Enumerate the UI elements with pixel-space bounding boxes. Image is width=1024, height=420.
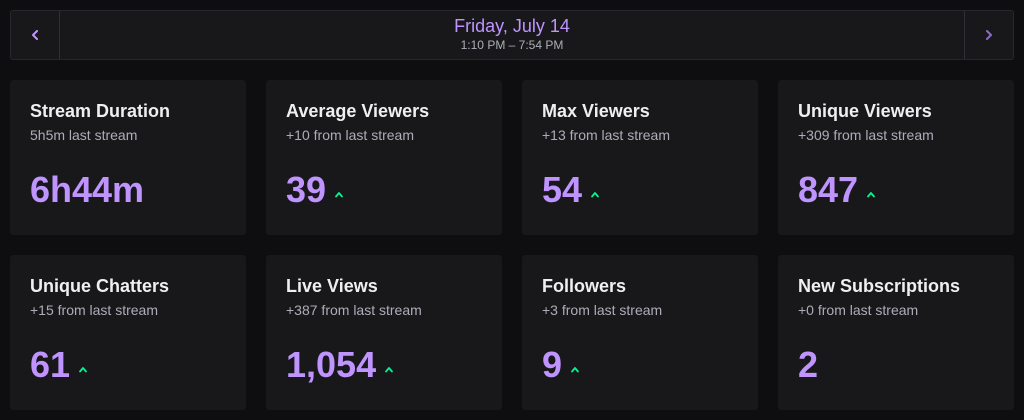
stream-time-range: 1:10 PM – 7:54 PM xyxy=(460,38,564,52)
stat-card-followers: Followers +3 from last stream 9 xyxy=(522,255,758,410)
stat-card-new-subscriptions: New Subscriptions +0 from last stream 2 xyxy=(778,255,1014,410)
stat-value: 2 xyxy=(798,344,819,385)
stream-date: Friday, July 14 xyxy=(454,16,570,36)
date-display: Friday, July 14 1:10 PM – 7:54 PM xyxy=(60,11,964,59)
stat-title: Followers xyxy=(542,276,627,296)
stat-card-max-viewers: Max Viewers +13 from last stream 54 xyxy=(522,80,758,235)
stat-card-unique-chatters: Unique Chatters +15 from last stream 61 xyxy=(10,255,246,410)
stat-title: Average Viewers xyxy=(286,101,430,121)
trend-up-icon xyxy=(590,191,600,198)
date-navigator: Friday, July 14 1:10 PM – 7:54 PM xyxy=(10,10,1014,60)
stat-title: Max Viewers xyxy=(542,101,650,121)
stat-comparison: +3 from last stream xyxy=(542,302,663,318)
stat-card-live-views: Live Views +387 from last stream 1,054 xyxy=(266,255,502,410)
stat-comparison: +387 from last stream xyxy=(286,302,422,318)
stat-title: Unique Chatters xyxy=(30,276,170,296)
trend-up-icon xyxy=(384,366,394,373)
stat-comparison: 5h5m last stream xyxy=(30,127,138,143)
stat-comparison: +13 from last stream xyxy=(542,127,670,143)
stat-title: New Subscriptions xyxy=(798,276,961,296)
stat-card-unique-viewers: Unique Viewers +309 from last stream 847 xyxy=(778,80,1014,235)
stat-value: 61 xyxy=(30,344,71,385)
trend-up-icon xyxy=(78,366,88,373)
stat-comparison: +309 from last stream xyxy=(798,127,934,143)
trend-up-icon xyxy=(866,191,876,198)
stat-comparison: +15 from last stream xyxy=(30,302,158,318)
stat-value: 9 xyxy=(542,344,563,385)
stat-value: 39 xyxy=(286,169,327,210)
trend-up-icon xyxy=(334,191,344,198)
chevron-right-icon xyxy=(985,30,993,40)
next-stream-button[interactable] xyxy=(964,11,1013,59)
stat-comparison: +0 from last stream xyxy=(798,302,919,318)
previous-stream-button[interactable] xyxy=(11,11,60,59)
stat-comparison: +10 from last stream xyxy=(286,127,414,143)
stat-value: 54 xyxy=(542,169,583,210)
stat-card-average-viewers: Average Viewers +10 from last stream 39 xyxy=(266,80,502,235)
stat-value: 1,054 xyxy=(286,344,377,385)
chevron-left-icon xyxy=(31,30,39,40)
stat-title: Stream Duration xyxy=(30,101,171,121)
stat-value: 6h44m xyxy=(30,169,145,210)
stat-card-stream-duration: Stream Duration 5h5m last stream 6h44m xyxy=(10,80,246,235)
stat-title: Unique Viewers xyxy=(798,101,932,121)
stat-title: Live Views xyxy=(286,276,378,296)
trend-up-icon xyxy=(570,366,580,373)
stat-value: 847 xyxy=(798,169,859,210)
